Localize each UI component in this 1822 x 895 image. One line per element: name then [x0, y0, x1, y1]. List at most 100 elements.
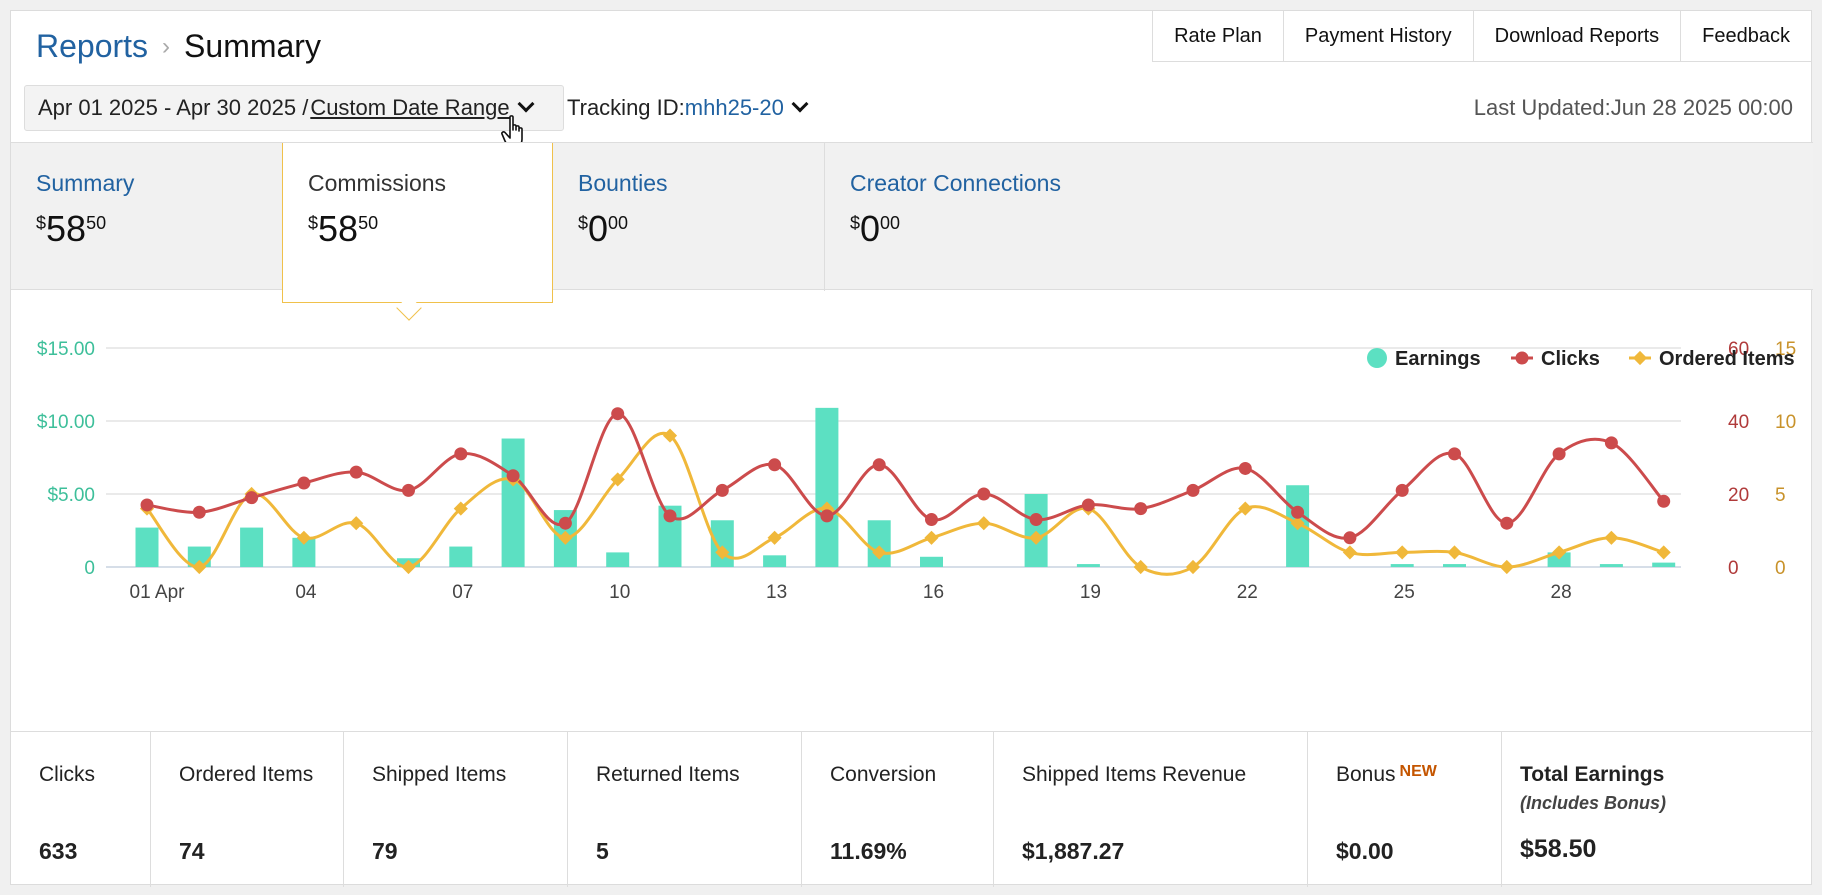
tab-creator-connections[interactable]: Creator Connections $ 0 00 — [825, 143, 1225, 291]
page-title: Summary — [184, 28, 321, 64]
metric-value: $58.50 — [1520, 835, 1597, 863]
earnings-bar — [763, 555, 787, 567]
clicks-point — [1500, 516, 1514, 530]
reports-page: Reports › Summary Rate Plan Payment Hist… — [10, 10, 1813, 887]
ordered-items-point — [1133, 559, 1148, 575]
ordered-items-point — [401, 559, 416, 575]
date-range-text: Apr 01 2025 - Apr 30 2025 / — [38, 95, 309, 120]
clicks-point — [977, 487, 991, 501]
legend-ordered-items: Ordered Items — [1659, 348, 1795, 370]
clicks-point — [1134, 502, 1148, 516]
tab-bounties-title[interactable]: Bounties — [578, 170, 668, 196]
tracking-chevron-down-icon[interactable] — [791, 95, 809, 113]
tab-summary-title[interactable]: Summary — [36, 170, 135, 196]
clicks-point — [1657, 494, 1671, 508]
earnings-bar — [135, 527, 159, 567]
tab-bounties[interactable]: Bounties $ 0 00 — [553, 143, 825, 291]
ordered-items-point — [976, 516, 991, 531]
ordered-items-point — [453, 501, 468, 516]
ordered-items-point — [1029, 530, 1044, 545]
amount-whole: 0 — [588, 208, 609, 249]
ordered-items-point — [715, 545, 730, 560]
ordered-items-point — [296, 530, 311, 545]
y-right-ordered-tick-label: 10 — [1775, 412, 1796, 433]
ordered-items-point — [558, 530, 573, 545]
earnings-bar — [815, 407, 839, 567]
earnings-bar — [292, 537, 316, 567]
y-right-clicks-tick-label: 40 — [1728, 412, 1749, 433]
clicks-point — [1186, 483, 1200, 497]
breadcrumb-separator-icon: › — [162, 32, 171, 60]
legend-ordered-icon — [1632, 350, 1648, 366]
metrics-bar: Clicks 633 Ordered Items 74 Shipped Item… — [11, 731, 1813, 887]
chevron-down-icon[interactable] — [517, 95, 535, 113]
x-tick-label: 28 — [1551, 582, 1572, 603]
breadcrumb-reports-link[interactable]: Reports — [36, 28, 149, 64]
clicks-point — [297, 476, 311, 490]
metric-conversion: Conversion 11.69% — [802, 732, 994, 887]
earnings-chart: 0 0 0 $5.00 20 5 $10.00 40 10 $15.00 60 15 01 Apr 04 0… — [11, 291, 1813, 731]
tracking-id-value[interactable]: mhh25-20 — [684, 95, 784, 120]
ordered-items-line — [145, 431, 1665, 576]
x-tick-label: 16 — [923, 582, 944, 603]
x-tick-label: 19 — [1080, 582, 1101, 603]
tab-creator-title[interactable]: Creator Connections — [850, 170, 1061, 196]
custom-date-range-link[interactable]: Custom Date Range — [310, 95, 510, 120]
metric-label: Bonus NEW — [1336, 763, 1437, 787]
metric-value: 633 — [39, 838, 78, 864]
clicks-point — [1552, 447, 1566, 461]
amount-cents: 50 — [358, 213, 379, 233]
tab-bounties-amount: $ 0 00 — [578, 209, 628, 249]
clicks-point — [1448, 447, 1461, 461]
amount-whole: 58 — [318, 208, 359, 249]
clicks-point — [140, 498, 154, 512]
y-right-ordered-tick-label: 5 — [1775, 485, 1786, 506]
breadcrumb: Reports › Summary — [36, 28, 321, 65]
metric-label: Shipped Items Revenue — [1022, 763, 1247, 786]
date-range-selector[interactable]: Apr 01 2025 - Apr 30 2025 / Custom Date … — [24, 85, 564, 131]
chart-canvas: 0 0 0 $5.00 20 5 $10.00 40 10 $15.00 60 15 01 Apr 04 0… — [37, 339, 1796, 603]
ordered-items-point — [872, 545, 887, 560]
earnings-bar — [1076, 564, 1100, 567]
earnings-bar — [1390, 564, 1414, 567]
ordered-items-point — [767, 530, 782, 545]
ordered-items-point — [924, 530, 939, 545]
metric-shipped-items: Shipped Items 79 — [344, 732, 568, 887]
clicks-point — [715, 483, 729, 497]
earnings-bar — [606, 552, 630, 567]
ordered-items-point — [1395, 545, 1410, 560]
y-right-clicks-tick-label: 20 — [1728, 485, 1749, 506]
y-left-tick-label: $5.00 — [47, 485, 95, 506]
clicks-point — [872, 458, 886, 472]
legend-earnings-icon — [1367, 348, 1387, 368]
y-right-clicks-tick-label: 60 — [1728, 339, 1749, 360]
clicks-point — [925, 513, 938, 527]
rate-plan-button[interactable]: Rate Plan — [1152, 11, 1283, 61]
metric-label: Total Earnings — [1520, 763, 1665, 786]
metric-label: Ordered Items — [179, 763, 314, 786]
ordered-items-point — [1447, 545, 1462, 560]
ordered-items-point — [1238, 501, 1253, 516]
tab-commissions-title[interactable]: Commissions — [308, 170, 447, 196]
clicks-point — [611, 407, 625, 421]
amount-whole: 0 — [860, 208, 881, 249]
clicks-point — [1604, 436, 1618, 450]
clicks-point — [349, 465, 363, 479]
tab-commissions[interactable]: Commissions $ 58 50 — [282, 143, 553, 303]
metric-value: $0.00 — [1336, 838, 1394, 864]
tracking-id-selector[interactable]: Tracking ID: mhh25-20 — [567, 95, 809, 121]
feedback-button[interactable]: Feedback — [1680, 11, 1811, 61]
earnings-bar — [867, 520, 891, 567]
x-tick-label: 07 — [452, 582, 473, 603]
clicks-point — [1238, 461, 1252, 475]
currency-symbol: $ — [578, 213, 589, 233]
legend-earnings: Earnings — [1395, 348, 1481, 370]
x-tick-label: 01 Apr — [130, 582, 186, 603]
tab-summary[interactable]: Summary $ 58 50 — [11, 143, 282, 291]
clicks-point — [1343, 531, 1357, 545]
payment-history-button[interactable]: Payment History — [1282, 11, 1473, 61]
metric-shipped-revenue: Shipped Items Revenue $1,887.27 — [994, 732, 1308, 887]
ordered-items-point — [610, 472, 625, 487]
download-reports-button[interactable]: Download Reports — [1472, 11, 1681, 61]
ordered-items-point — [1604, 530, 1619, 545]
